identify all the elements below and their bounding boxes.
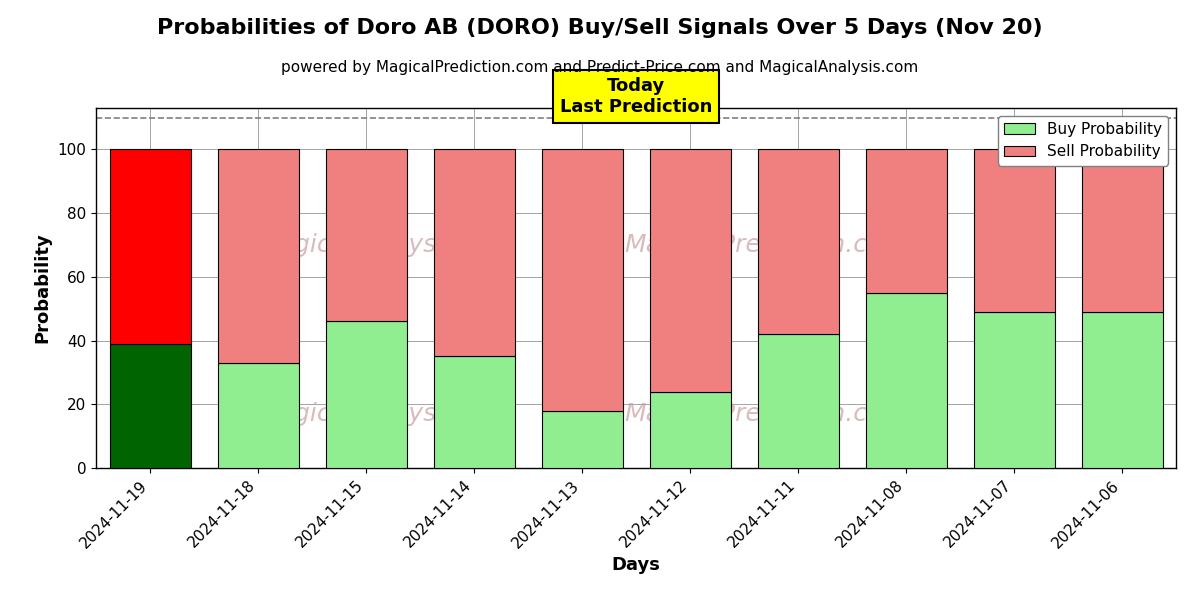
Bar bbox=[217, 363, 299, 468]
Bar bbox=[325, 149, 407, 322]
Bar bbox=[865, 149, 947, 293]
Legend: Buy Probability, Sell Probability: Buy Probability, Sell Probability bbox=[998, 116, 1169, 166]
Bar bbox=[109, 149, 191, 344]
Bar bbox=[325, 322, 407, 468]
Bar bbox=[973, 149, 1055, 312]
Bar bbox=[433, 356, 515, 468]
Bar bbox=[541, 149, 623, 410]
Text: MagicalPrediction.com: MagicalPrediction.com bbox=[624, 233, 907, 257]
Bar bbox=[1081, 149, 1163, 312]
Text: Probabilities of Doro AB (DORO) Buy/Sell Signals Over 5 Days (Nov 20): Probabilities of Doro AB (DORO) Buy/Sell… bbox=[157, 18, 1043, 38]
Bar bbox=[757, 334, 839, 468]
Bar bbox=[973, 312, 1055, 468]
Bar bbox=[541, 410, 623, 468]
X-axis label: Days: Days bbox=[612, 556, 660, 574]
Text: MagicalAnalysis.com: MagicalAnalysis.com bbox=[257, 233, 518, 257]
Bar bbox=[649, 149, 731, 392]
Text: MagicalPrediction.com: MagicalPrediction.com bbox=[624, 402, 907, 426]
Bar bbox=[649, 392, 731, 468]
Y-axis label: Probability: Probability bbox=[34, 233, 52, 343]
Text: MagicalAnalysis.com: MagicalAnalysis.com bbox=[257, 402, 518, 426]
Text: Today
Last Prediction: Today Last Prediction bbox=[560, 77, 712, 116]
Bar bbox=[109, 344, 191, 468]
Bar bbox=[217, 149, 299, 363]
Text: powered by MagicalPrediction.com and Predict-Price.com and MagicalAnalysis.com: powered by MagicalPrediction.com and Pre… bbox=[281, 60, 919, 75]
Bar bbox=[433, 149, 515, 356]
Bar bbox=[865, 293, 947, 468]
Bar bbox=[1081, 312, 1163, 468]
Bar bbox=[757, 149, 839, 334]
